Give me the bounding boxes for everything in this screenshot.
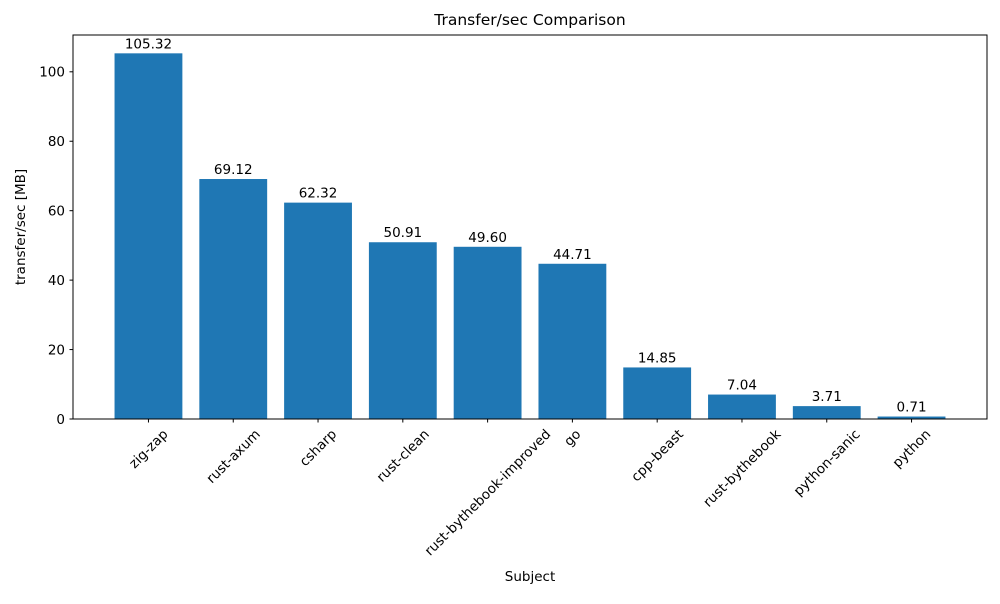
plot-area: 0 20 40 60 80 100 105.32 zig-zap 69.12 rust-axum 6… [39, 34, 988, 559]
x-tick-label: cpp-beast [628, 426, 687, 485]
bar [284, 202, 352, 419]
bar-value-label: 49.60 [468, 230, 507, 246]
x-tick-label: python [890, 426, 935, 471]
x-tick-label: go [561, 426, 584, 449]
bar [199, 179, 268, 419]
bar-value-label: 69.12 [214, 162, 253, 178]
bar-value-label: 62.32 [299, 186, 338, 202]
x-tick-label: csharp [297, 426, 340, 469]
bar [708, 394, 776, 419]
x-tick-label: zig-zap [126, 426, 171, 471]
y-tick-label: 40 [48, 273, 65, 289]
bar [114, 53, 183, 420]
plot-border [72, 34, 988, 420]
bar [877, 416, 946, 419]
y-tick-label: 80 [48, 134, 65, 150]
bar-value-label: 105.32 [125, 36, 172, 52]
bar-value-label: 3.71 [812, 389, 842, 405]
x-axis-label: Subject [505, 569, 555, 585]
bar [538, 263, 607, 419]
y-axis-label: transfer/sec [MB] [13, 169, 29, 285]
y-tick-label: 0 [56, 412, 65, 428]
x-tick-label: python-sanic [791, 426, 864, 499]
x-tick-label: rust-axum [203, 426, 263, 486]
bar [368, 242, 437, 419]
bar [792, 406, 861, 419]
bar-value-label: 44.71 [553, 247, 592, 263]
bar-value-label: 50.91 [383, 225, 422, 241]
bar-value-label: 0.71 [897, 400, 927, 416]
x-tick-label: rust-bythebook [700, 426, 784, 510]
bar [623, 367, 692, 419]
x-tick-label: rust-bythebook-improved [422, 426, 555, 559]
y-tick-label: 20 [48, 342, 65, 358]
y-tick-label: 60 [48, 203, 65, 219]
bar-value-label: 14.85 [638, 350, 677, 366]
bar [453, 246, 522, 419]
y-tick-label: 100 [39, 65, 65, 81]
bar-value-label: 7.04 [727, 378, 757, 394]
chart-title: Transfer/sec Comparison [433, 11, 625, 29]
x-tick-label: rust-clean [374, 426, 433, 485]
